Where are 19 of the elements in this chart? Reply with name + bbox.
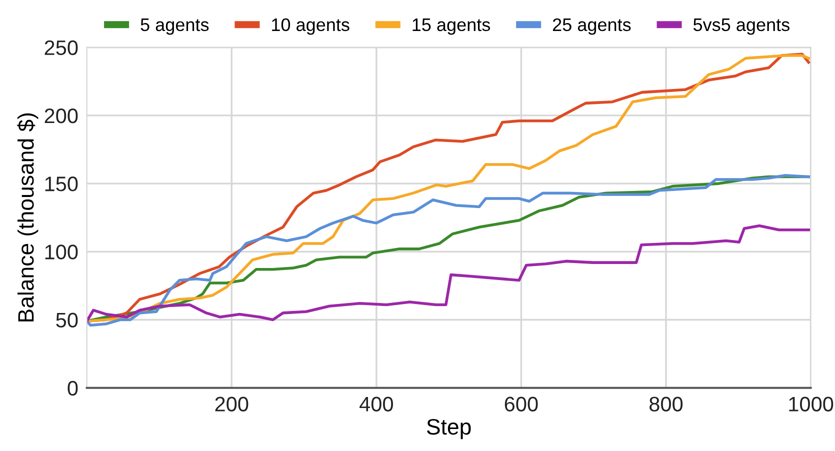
legend-label: 25 agents bbox=[552, 18, 631, 35]
y-tick-label: 200 bbox=[44, 108, 78, 124]
x-tick-label: 400 bbox=[360, 396, 393, 412]
legend-label: 5 agents bbox=[140, 18, 209, 35]
y-axis-title: Balance (thousand $) bbox=[17, 113, 38, 322]
y-tick-label: 150 bbox=[45, 176, 78, 192]
line-series bbox=[86, 224, 810, 323]
y-tick-label: 50 bbox=[56, 312, 78, 328]
y-tick-label: 0 bbox=[68, 380, 78, 396]
legend-label: 5vs5 agents bbox=[693, 18, 790, 35]
y-tick-label: 100 bbox=[45, 244, 78, 260]
x-tick-label: 1000 bbox=[789, 396, 834, 412]
x-tick-label: 200 bbox=[215, 396, 248, 412]
y-tick-label: 250 bbox=[44, 40, 78, 56]
legend-label: 15 agents bbox=[412, 18, 490, 35]
x-axis-title: Step bbox=[426, 418, 471, 440]
x-tick-label: 800 bbox=[650, 396, 683, 412]
legend-label: 10 agents bbox=[272, 18, 350, 35]
x-tick-label: 600 bbox=[504, 396, 538, 412]
